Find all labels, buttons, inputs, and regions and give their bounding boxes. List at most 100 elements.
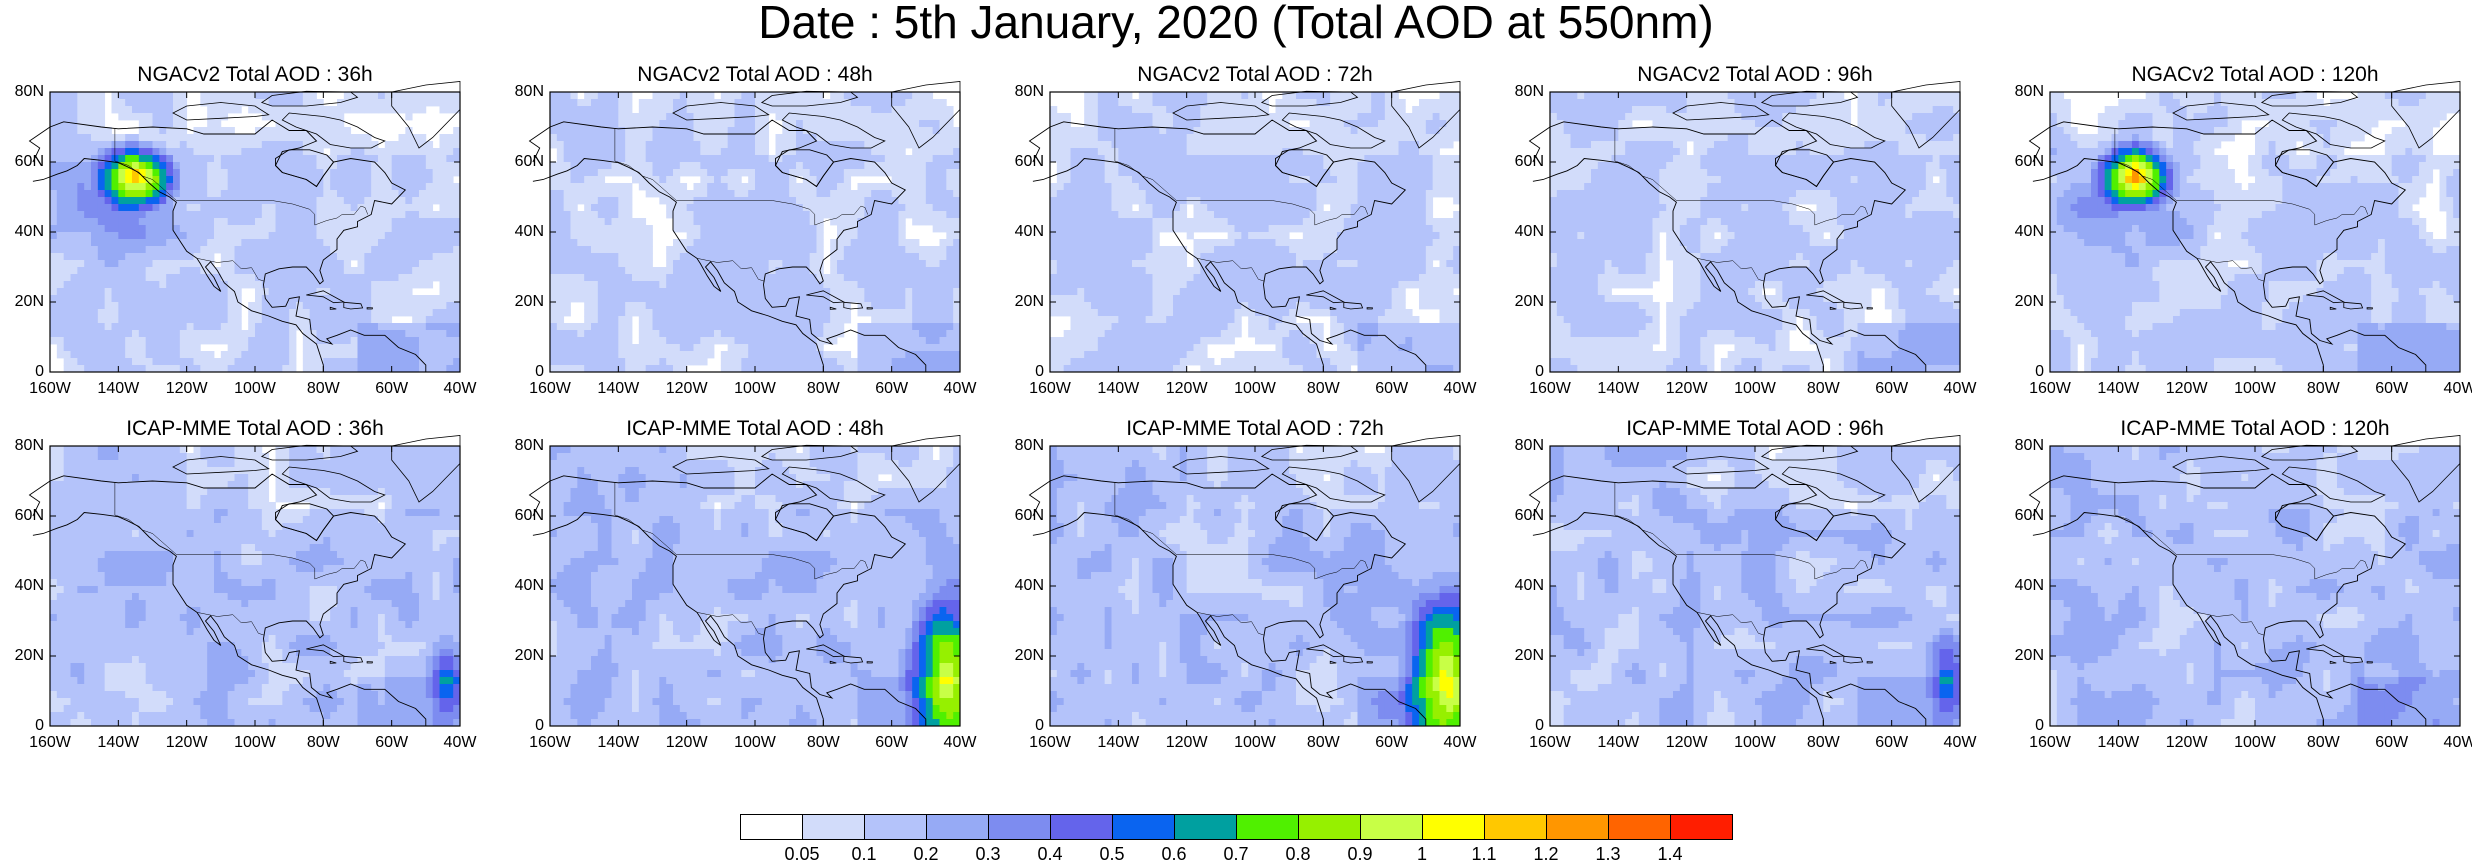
lon-label: 120W [1657, 380, 1717, 398]
lat-label: 80N [502, 83, 544, 101]
colorbar-swatch [1174, 814, 1237, 840]
lat-label: 40N [2002, 223, 2044, 241]
aod-map [550, 446, 960, 726]
lat-label: 0 [1502, 717, 1544, 735]
colorbar-swatch [1546, 814, 1609, 840]
colorbar-swatch [1670, 814, 1733, 840]
lat-label: 20N [502, 293, 544, 311]
lat-label: 0 [1002, 717, 1044, 735]
lon-label: 80W [793, 734, 853, 752]
lat-label: 20N [2, 293, 44, 311]
lon-label: 140W [588, 380, 648, 398]
lon-label: 80W [2293, 734, 2353, 752]
lat-label: 60N [2, 153, 44, 171]
lat-label: 60N [2002, 153, 2044, 171]
lat-label: 60N [502, 153, 544, 171]
lon-label: 140W [1088, 380, 1148, 398]
colorbar-label: 0.1 [839, 844, 889, 864]
lon-label: 40W [2430, 380, 2472, 398]
colorbar-label: 0.05 [777, 844, 827, 864]
lon-label: 120W [1157, 734, 1217, 752]
lon-label: 80W [293, 380, 353, 398]
lat-label: 40N [2002, 577, 2044, 595]
panel-title: NGACv2 Total AOD : 48h [550, 62, 960, 88]
lat-label: 0 [2002, 363, 2044, 381]
colorbar-swatch [864, 814, 927, 840]
panel-title: ICAP-MME Total AOD : 36h [50, 416, 460, 442]
aod-map [2050, 92, 2460, 372]
lon-label: 60W [2362, 734, 2422, 752]
lon-label: 120W [2157, 734, 2217, 752]
lon-label: 80W [1293, 380, 1353, 398]
colorbar-swatch [1112, 814, 1175, 840]
lat-label: 20N [2, 647, 44, 665]
lon-label: 40W [1430, 734, 1490, 752]
lat-label: 40N [1002, 577, 1044, 595]
colorbar-label: 0.4 [1025, 844, 1075, 864]
lon-label: 80W [2293, 380, 2353, 398]
colorbar-swatch [926, 814, 989, 840]
lon-label: 160W [520, 734, 580, 752]
colorbar-swatch [988, 814, 1051, 840]
lat-label: 80N [2, 83, 44, 101]
lon-label: 40W [2430, 734, 2472, 752]
lon-label: 140W [1088, 734, 1148, 752]
lon-label: 140W [88, 734, 148, 752]
lon-label: 60W [862, 734, 922, 752]
lon-label: 100W [725, 380, 785, 398]
lon-label: 160W [1520, 380, 1580, 398]
lat-label: 80N [502, 437, 544, 455]
colorbar-swatch [1422, 814, 1485, 840]
lon-label: 60W [862, 380, 922, 398]
lon-label: 160W [1020, 380, 1080, 398]
lon-label: 140W [1588, 380, 1648, 398]
colorbar-label: 0.9 [1335, 844, 1385, 864]
lon-label: 140W [2088, 734, 2148, 752]
colorbar-label: 0.7 [1211, 844, 1261, 864]
aod-map [50, 446, 460, 726]
aod-map [1050, 92, 1460, 372]
lon-label: 100W [1725, 734, 1785, 752]
lat-label: 80N [1502, 437, 1544, 455]
lat-label: 20N [2002, 647, 2044, 665]
panel-title: NGACv2 Total AOD : 96h [1550, 62, 1960, 88]
aod-map [1550, 92, 1960, 372]
lon-label: 80W [1793, 380, 1853, 398]
colorbar-swatch [1484, 814, 1547, 840]
lon-label: 160W [2020, 380, 2080, 398]
lon-label: 80W [293, 734, 353, 752]
lon-label: 40W [930, 380, 990, 398]
lon-label: 160W [2020, 734, 2080, 752]
lon-label: 60W [1362, 380, 1422, 398]
lat-label: 0 [502, 717, 544, 735]
colorbar-label: 1 [1397, 844, 1447, 864]
lon-label: 160W [520, 380, 580, 398]
lon-label: 160W [20, 380, 80, 398]
lon-label: 40W [1930, 734, 1990, 752]
lat-label: 40N [502, 223, 544, 241]
aod-map [1550, 446, 1960, 726]
colorbar-label: 1.4 [1645, 844, 1695, 864]
lon-label: 100W [2225, 734, 2285, 752]
lon-label: 60W [1862, 734, 1922, 752]
lon-label: 40W [1430, 380, 1490, 398]
lon-label: 120W [1157, 380, 1217, 398]
lat-label: 60N [1502, 507, 1544, 525]
lat-label: 80N [1002, 437, 1044, 455]
lat-label: 60N [2, 507, 44, 525]
colorbar-label: 1.3 [1583, 844, 1633, 864]
lon-label: 60W [2362, 380, 2422, 398]
lon-label: 140W [2088, 380, 2148, 398]
lat-label: 0 [502, 363, 544, 381]
lon-label: 60W [1362, 734, 1422, 752]
panel-title: NGACv2 Total AOD : 72h [1050, 62, 1460, 88]
lat-label: 40N [1502, 577, 1544, 595]
lat-label: 40N [2, 577, 44, 595]
lon-label: 120W [657, 380, 717, 398]
